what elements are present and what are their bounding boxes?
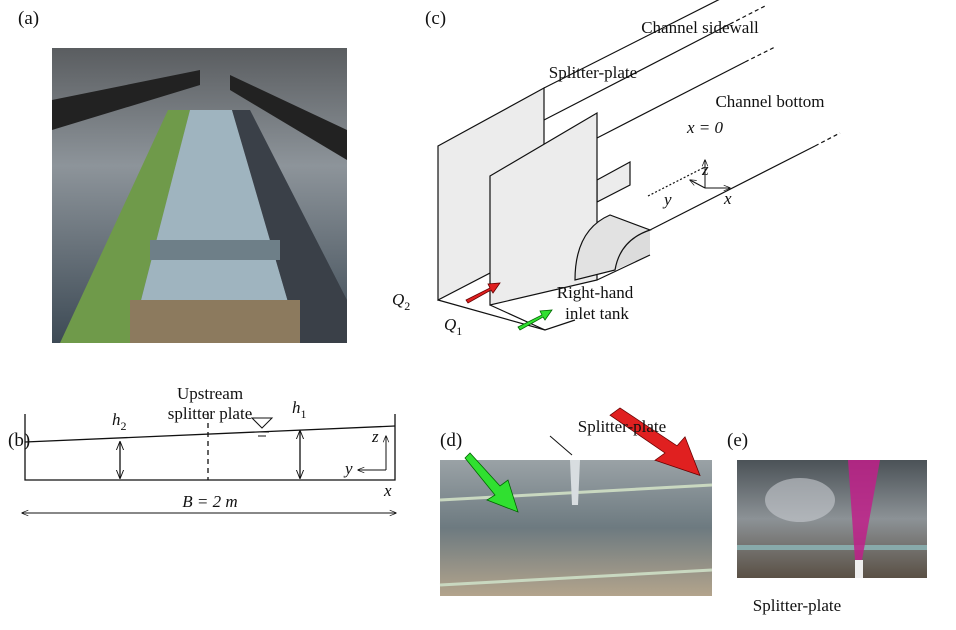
photo-e: [737, 460, 927, 578]
axis-label: x: [383, 481, 392, 500]
axis-label: y: [662, 190, 672, 209]
inflow-arrow: [465, 282, 501, 304]
inflow-arrow: [517, 309, 553, 331]
photo-d: [439, 407, 713, 596]
axis-label: y: [343, 459, 353, 478]
splitter-label: Splitter-plate: [753, 596, 841, 615]
splitter-label: Splitter-plate: [549, 63, 637, 82]
bottom-label: Channel bottom: [715, 92, 824, 111]
upstream-label: Upstream: [177, 384, 243, 403]
panel-label: (b): [8, 430, 30, 451]
flow-label: Q1: [444, 315, 462, 338]
splitter-label: Splitter-plate: [578, 417, 666, 436]
tank-label: Right-hand: [557, 283, 634, 302]
channel-section: [22, 414, 396, 513]
depth-label: h1: [292, 398, 307, 421]
panel-label: (e): [727, 430, 748, 451]
sidewall-label: Channel sidewall: [641, 18, 759, 37]
tank-label: inlet tank: [565, 304, 629, 323]
axis-label: z: [701, 160, 709, 179]
panel-label: (c): [425, 8, 446, 29]
upstream-label: splitter plate: [168, 404, 253, 423]
panel-label: (d): [440, 430, 462, 451]
origin-label: x = 0: [686, 118, 724, 137]
depth-label: h2: [112, 410, 127, 433]
photo-a: [52, 48, 347, 343]
axis-label: z: [371, 427, 379, 446]
panel-label: (a): [18, 8, 39, 29]
inlet-sketch: [437, 0, 841, 331]
axis-label: x: [723, 189, 732, 208]
flow-label: Q2: [392, 290, 410, 313]
width-label: B = 2 m: [182, 492, 237, 511]
